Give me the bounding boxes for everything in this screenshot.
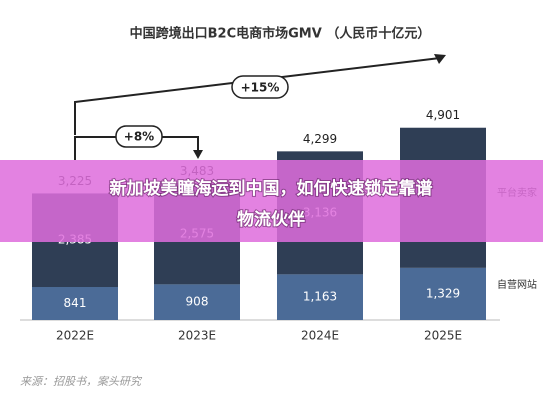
x-tick-label: 2024E <box>301 329 339 343</box>
annotation: +8% <box>124 130 154 144</box>
bar-segment <box>400 267 486 320</box>
bar-segment <box>154 284 240 320</box>
total-label: 4,299 <box>303 132 337 146</box>
value-label: 841 <box>64 296 87 310</box>
legend-label: 自营网站 <box>497 278 537 291</box>
banner-bg <box>0 160 543 242</box>
banner-line: 新加坡美瞳海运到中国，如何快速锁定靠谱 <box>110 178 433 199</box>
arrow-head <box>193 150 203 159</box>
source: 来源：招股书，案头研究 <box>20 375 143 388</box>
annotation-box <box>231 75 289 99</box>
total-label: 4,901 <box>426 108 460 122</box>
value-label: 1,163 <box>303 290 337 304</box>
banner-line: 物流伙伴 <box>237 209 305 230</box>
annotation: +15% <box>241 81 280 95</box>
x-tick-label: 2023E <box>178 329 216 343</box>
x-tick-label: 2022E <box>56 329 94 343</box>
growth-arrow <box>74 57 441 135</box>
annotation-box <box>115 125 163 148</box>
arrow-head <box>434 54 446 64</box>
bar-segment <box>277 274 363 320</box>
value-label: 1,329 <box>426 286 460 300</box>
chart-title: 中国跨境出口B2C电商市场GMV （人民币十亿元） <box>130 26 431 42</box>
bar-segment <box>32 287 118 320</box>
value-label: 908 <box>186 295 209 309</box>
x-tick-label: 2025E <box>424 329 462 343</box>
